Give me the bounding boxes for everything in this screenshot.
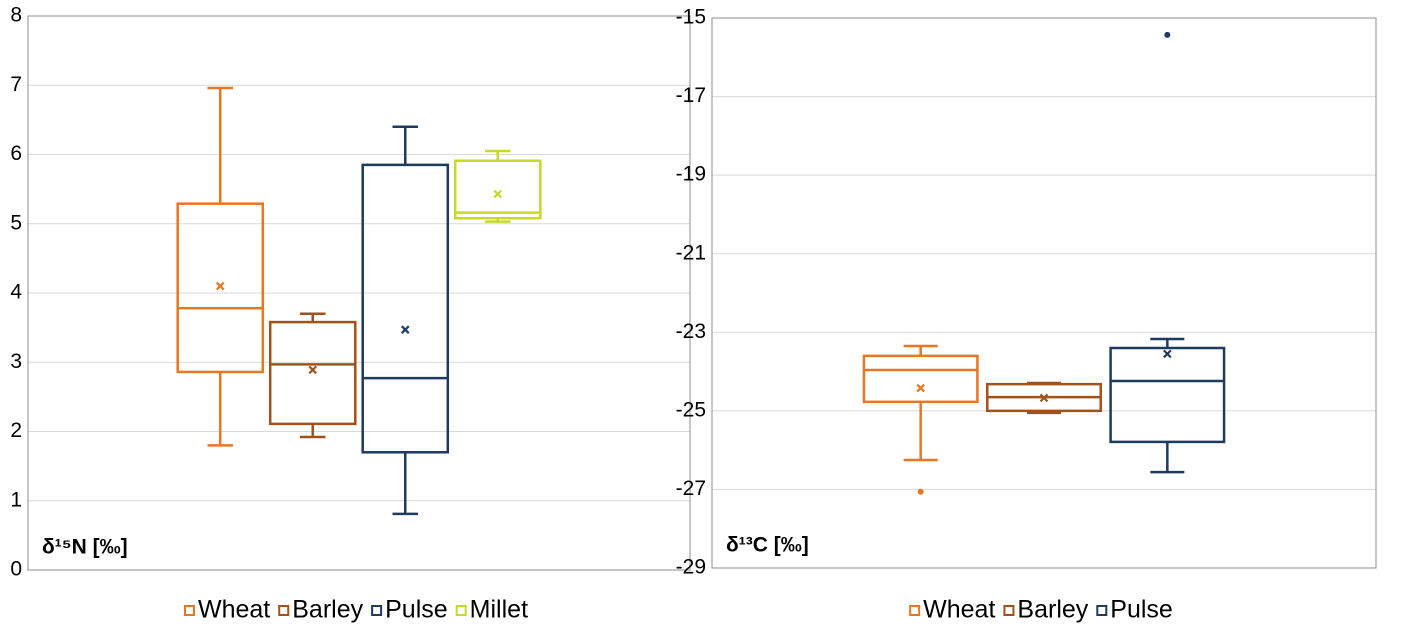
legend-marker <box>455 605 467 616</box>
legend-marker <box>183 605 195 616</box>
mean-marker <box>493 189 503 199</box>
box <box>176 202 265 374</box>
box <box>862 354 979 404</box>
legend-label: Wheat <box>923 596 995 624</box>
legend-marker <box>278 605 290 616</box>
plot-border <box>711 17 1377 569</box>
y-tick-label: 4 <box>10 281 22 304</box>
y-tick-label: 8 <box>10 4 22 27</box>
legend-marker <box>371 605 383 616</box>
y-tick-label: 3 <box>10 350 22 373</box>
mean-marker <box>308 365 318 375</box>
mean-marker <box>1039 393 1049 403</box>
mean-marker <box>1163 349 1172 359</box>
y-tick-label: 1 <box>10 488 22 511</box>
legend-label: Pulse <box>385 596 448 624</box>
y-tick-label: -27 <box>676 477 706 500</box>
axis-label: δ¹³C [‰] <box>726 534 809 557</box>
legend-label: Wheat <box>198 596 270 624</box>
y-tick-label: 5 <box>10 211 22 234</box>
box <box>1109 346 1226 444</box>
mean-marker <box>400 325 410 334</box>
y-tick-label: -23 <box>676 320 706 343</box>
legend-marker <box>1003 605 1015 616</box>
y-tick-label: 7 <box>10 73 22 96</box>
legend-marker <box>909 605 921 616</box>
y-tick-label: 0 <box>10 558 22 581</box>
mean-marker <box>916 383 925 393</box>
axis-label: δ¹⁵N [‰] <box>42 536 128 559</box>
y-tick-label: 6 <box>10 142 22 165</box>
outlier <box>1164 31 1171 38</box>
y-tick-label: 2 <box>10 419 22 442</box>
mean-marker <box>215 281 225 291</box>
box <box>361 163 450 454</box>
y-tick-label: -15 <box>676 6 706 29</box>
y-tick-label: -21 <box>676 241 706 264</box>
legend-label: Millet <box>470 596 528 624</box>
plot-border <box>27 15 691 571</box>
y-tick-label: -29 <box>676 556 706 579</box>
box <box>268 320 357 426</box>
legend-label: Barley <box>292 596 363 624</box>
y-tick-label: -17 <box>676 84 706 107</box>
outlier <box>917 488 924 495</box>
legend-marker <box>1096 605 1108 616</box>
legend-label: Pulse <box>1110 596 1173 624</box>
y-tick-label: -25 <box>676 398 706 421</box>
y-tick-label: -19 <box>676 163 706 186</box>
legend-label: Barley <box>1017 596 1088 624</box>
box <box>453 159 542 220</box>
